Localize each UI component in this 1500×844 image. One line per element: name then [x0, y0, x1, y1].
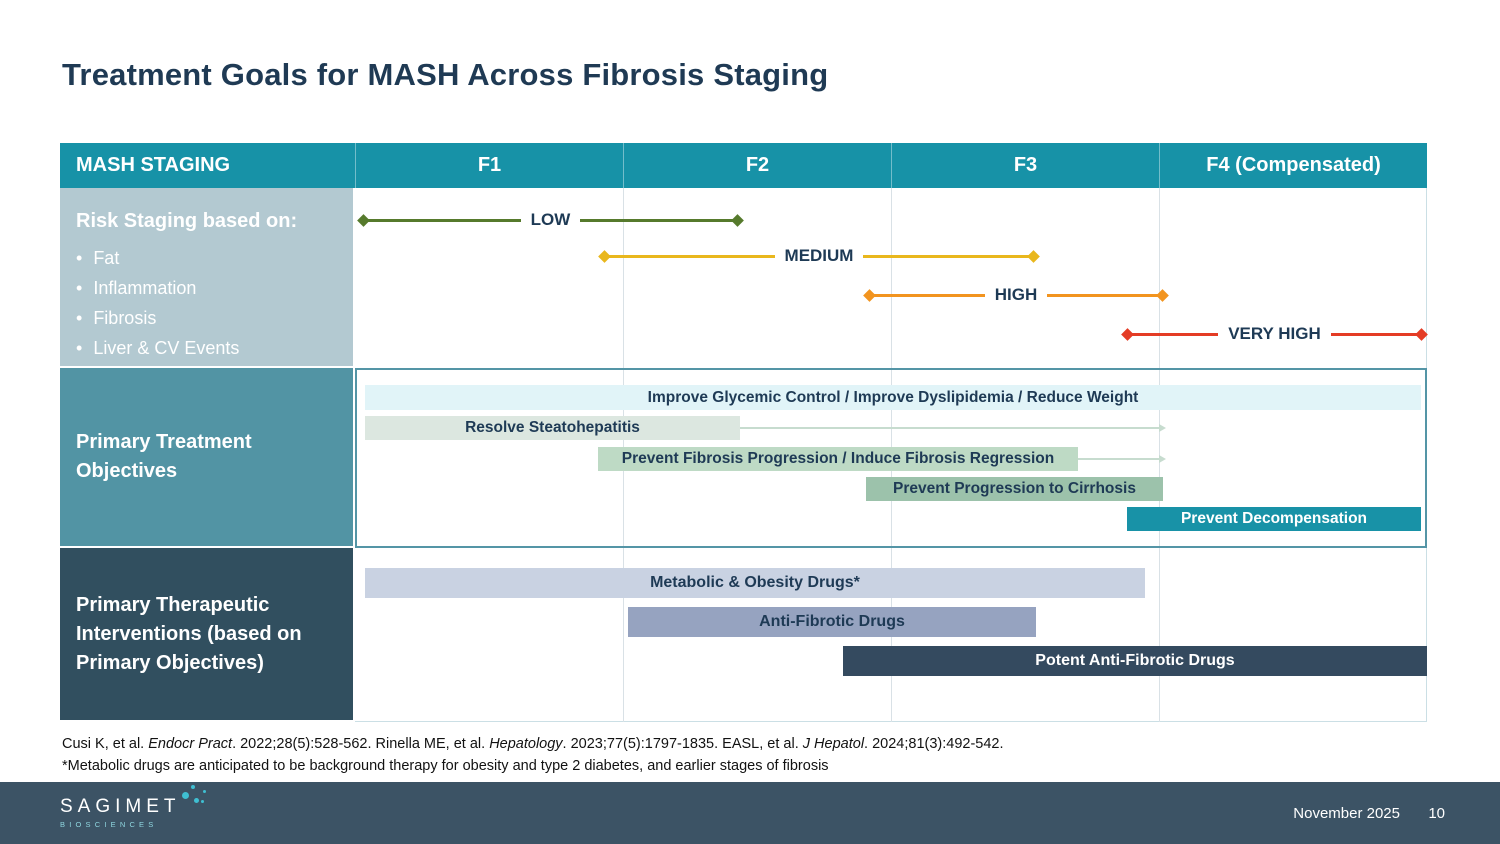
logo-subtext: BIOSCIENCES [60, 820, 158, 829]
interventions-row-label: Primary Therapeutic Interventions (based… [76, 593, 302, 674]
objectives-row-label: Primary Treatment Objectives [76, 431, 252, 482]
risk-bullet-item: • Inflammation [76, 273, 337, 303]
arrow-line [863, 254, 1030, 258]
arrowhead-icon [357, 213, 370, 227]
arrow-line [1047, 293, 1158, 297]
header-cell-f4: F4 (Compensated) [1159, 143, 1427, 188]
objective-bar-prevent-fibrosis-progression: Prevent Fibrosis Progression / Induce Fi… [598, 447, 1078, 471]
citation-segment: Cusi K, et al. [62, 736, 149, 752]
citation-segment: Endocr Pract [148, 736, 233, 752]
risk-arrow-high: HIGH [863, 285, 1169, 305]
arrowhead-icon [863, 288, 876, 302]
risk-bullet-label: Inflammation [93, 278, 197, 298]
extension-arrow [740, 424, 1166, 432]
bullet-dot-icon: • [76, 278, 83, 298]
objectives-row-header-cell: Primary Treatment Objectives [60, 368, 355, 548]
table-header-row: MASH STAGING F1 F2 F3 F4 (Compensated) [60, 143, 1427, 188]
header-cell-f2: F2 [623, 143, 891, 188]
risk-arrow-label: LOW [530, 210, 571, 229]
risk-bullet-item: • Fat [76, 243, 337, 273]
risk-bullet-list: • Fat • Inflammation • Fibrosis • Liver & CV… [76, 243, 337, 363]
objective-bar-glycemic-control: Improve Glycemic Control / Improve Dysli… [365, 385, 1421, 410]
objective-bar-resolve-steatohepatitis: Resolve Steatohepatitis [365, 416, 740, 440]
citation: Cusi K, et al. Endocr Pract. 2022;28(5):… [62, 734, 1004, 756]
logo-dots-icon [201, 800, 204, 803]
logo-dots-icon [191, 785, 195, 789]
page-title: Treatment Goals for MASH Across Fibrosis… [62, 57, 829, 92]
citation-segment: Hepatology [489, 736, 563, 752]
arrowhead-icon [1156, 288, 1169, 302]
risk-bullet-item: • Fibrosis [76, 303, 337, 333]
risk-arrow-label: HIGH [994, 285, 1038, 304]
footer-page-number: 10 [1428, 804, 1445, 822]
extension-arrow [1078, 455, 1166, 463]
risk-staging-heading: Risk Staging based on: [76, 210, 298, 232]
arrowhead-icon [1027, 249, 1040, 263]
footer-bar: SAGIMET BIOSCIENCES November 2025 10 [0, 782, 1500, 844]
intervention-bar-potent-anti-fibrotic-drugs: Potent Anti-Fibrotic Drugs [843, 646, 1427, 676]
logo-dots-icon [203, 790, 206, 793]
arrow-line [368, 218, 521, 222]
arrowhead-icon [598, 249, 611, 263]
arrow-line [874, 293, 985, 297]
footer-date: November 2025 [1293, 804, 1400, 822]
bullet-dot-icon: • [76, 338, 83, 358]
arrow-line [1330, 332, 1417, 336]
header-cell-mash-staging: MASH STAGING [76, 154, 231, 176]
objective-bar-prevent-cirrhosis: Prevent Progression to Cirrhosis [866, 477, 1163, 501]
logo-wordmark: SAGIMET [60, 796, 181, 817]
risk-arrow-very-high: VERY HIGH [1121, 324, 1428, 344]
bullet-dot-icon: • [76, 248, 83, 268]
risk-bullet-label: Fat [93, 248, 120, 268]
header-cell-f1: F1 [355, 143, 623, 188]
bullet-dot-icon: • [76, 308, 83, 328]
objective-bar-prevent-decompensation: Prevent Decompensation [1127, 507, 1421, 531]
footnote: *Metabolic drugs are anticipated to be b… [62, 757, 829, 774]
logo-dots-icon [182, 792, 189, 799]
risk-bullet-label: Fibrosis [93, 308, 157, 328]
risk-arrow-medium: MEDIUM [598, 246, 1040, 266]
table-body: LOW MEDIUM HIGH VERY HIGH Improve Glycem… [355, 188, 1428, 722]
risk-bullet-item: • Liver & CV Events [76, 333, 337, 363]
notes-block: Cusi K, et al. Endocr Pract. 2022;28(5):… [62, 734, 1004, 778]
arrowhead-icon [1415, 327, 1428, 341]
intervention-bar-anti-fibrotic-drugs: Anti-Fibrotic Drugs [628, 607, 1036, 637]
risk-arrow-low: LOW [357, 210, 744, 230]
arrow-line [609, 254, 775, 258]
header-cell-f3: F3 [891, 143, 1159, 188]
risk-bullet-label: Liver & CV Events [93, 338, 240, 358]
intervention-bar-metabolic-obesity-drugs: Metabolic & Obesity Drugs* [365, 568, 1145, 598]
citation-segment: . 2023;77(5):1797-1835. EASL, et al. [562, 736, 803, 752]
arrow-line [1132, 332, 1219, 336]
risk-staging-cell: Risk Staging based on: • Fat • Inflammatio… [60, 188, 355, 368]
risk-arrow-label: VERY HIGH [1228, 324, 1321, 343]
citation-segment: . 2024;81(3):492-542. [864, 736, 1004, 752]
citation-segment: . 2022;28(5):528-562. Rinella ME, et al. [232, 736, 490, 752]
interventions-row-header-cell: Primary Therapeutic Interventions (based… [60, 548, 355, 722]
logo-dots-icon [194, 798, 199, 803]
sagimet-logo: SAGIMET BIOSCIENCES [60, 785, 206, 829]
arrowhead-icon [731, 213, 744, 227]
arrow-line [580, 218, 733, 222]
citation-segment: J Hepatol [802, 736, 865, 752]
risk-arrow-label: MEDIUM [784, 246, 854, 265]
arrowhead-icon [1121, 327, 1134, 341]
